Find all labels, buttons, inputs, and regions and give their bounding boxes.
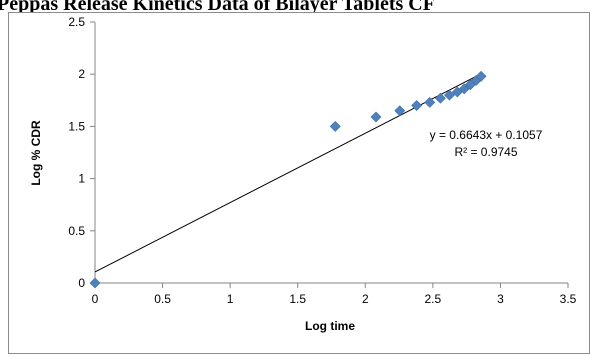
data-point	[475, 70, 487, 82]
x-tick-label: 2.5	[425, 292, 442, 306]
page-title: Peppas Release Kinetics Data of Bilayer …	[0, 0, 435, 15]
x-axis-title: Log time	[305, 319, 355, 333]
y-axis: 0 0.5 1 1.5 2 2.5	[68, 15, 96, 290]
r-squared-label: R² = 0.9745	[454, 145, 517, 159]
y-tick-label: 1	[78, 172, 85, 186]
y-tick-label: 2	[78, 67, 85, 81]
data-point	[444, 89, 455, 101]
x-axis: 0 0.5 1 1.5 2 2.5 3 3.5	[92, 282, 577, 306]
y-tick-label: 0	[78, 276, 85, 290]
x-tick-label: 0.5	[154, 292, 171, 306]
x-tick-label: 2	[362, 292, 369, 306]
data-point	[370, 111, 382, 123]
x-tick-label: 1	[227, 292, 234, 306]
data-points	[89, 70, 487, 289]
y-tick-label: 1.5	[68, 119, 85, 133]
data-point	[329, 120, 341, 132]
x-tick-label: 3.5	[560, 292, 577, 306]
data-point	[411, 100, 423, 111]
data-point	[89, 277, 101, 289]
trendline-equation: y = 0.6643x + 0.1057	[430, 128, 543, 142]
x-tick-label: 0	[92, 292, 99, 306]
y-axis-title: Log % CDR	[29, 120, 43, 186]
y-tick-label: 2.5	[68, 15, 85, 29]
data-point	[424, 96, 436, 108]
data-point	[394, 105, 406, 117]
x-tick-label: 1.5	[289, 292, 306, 306]
trendline	[94, 73, 482, 273]
chart-frame	[8, 12, 590, 354]
x-tick-label: 3	[497, 292, 504, 306]
data-point	[435, 92, 446, 104]
y-tick-label: 0.5	[68, 224, 85, 238]
